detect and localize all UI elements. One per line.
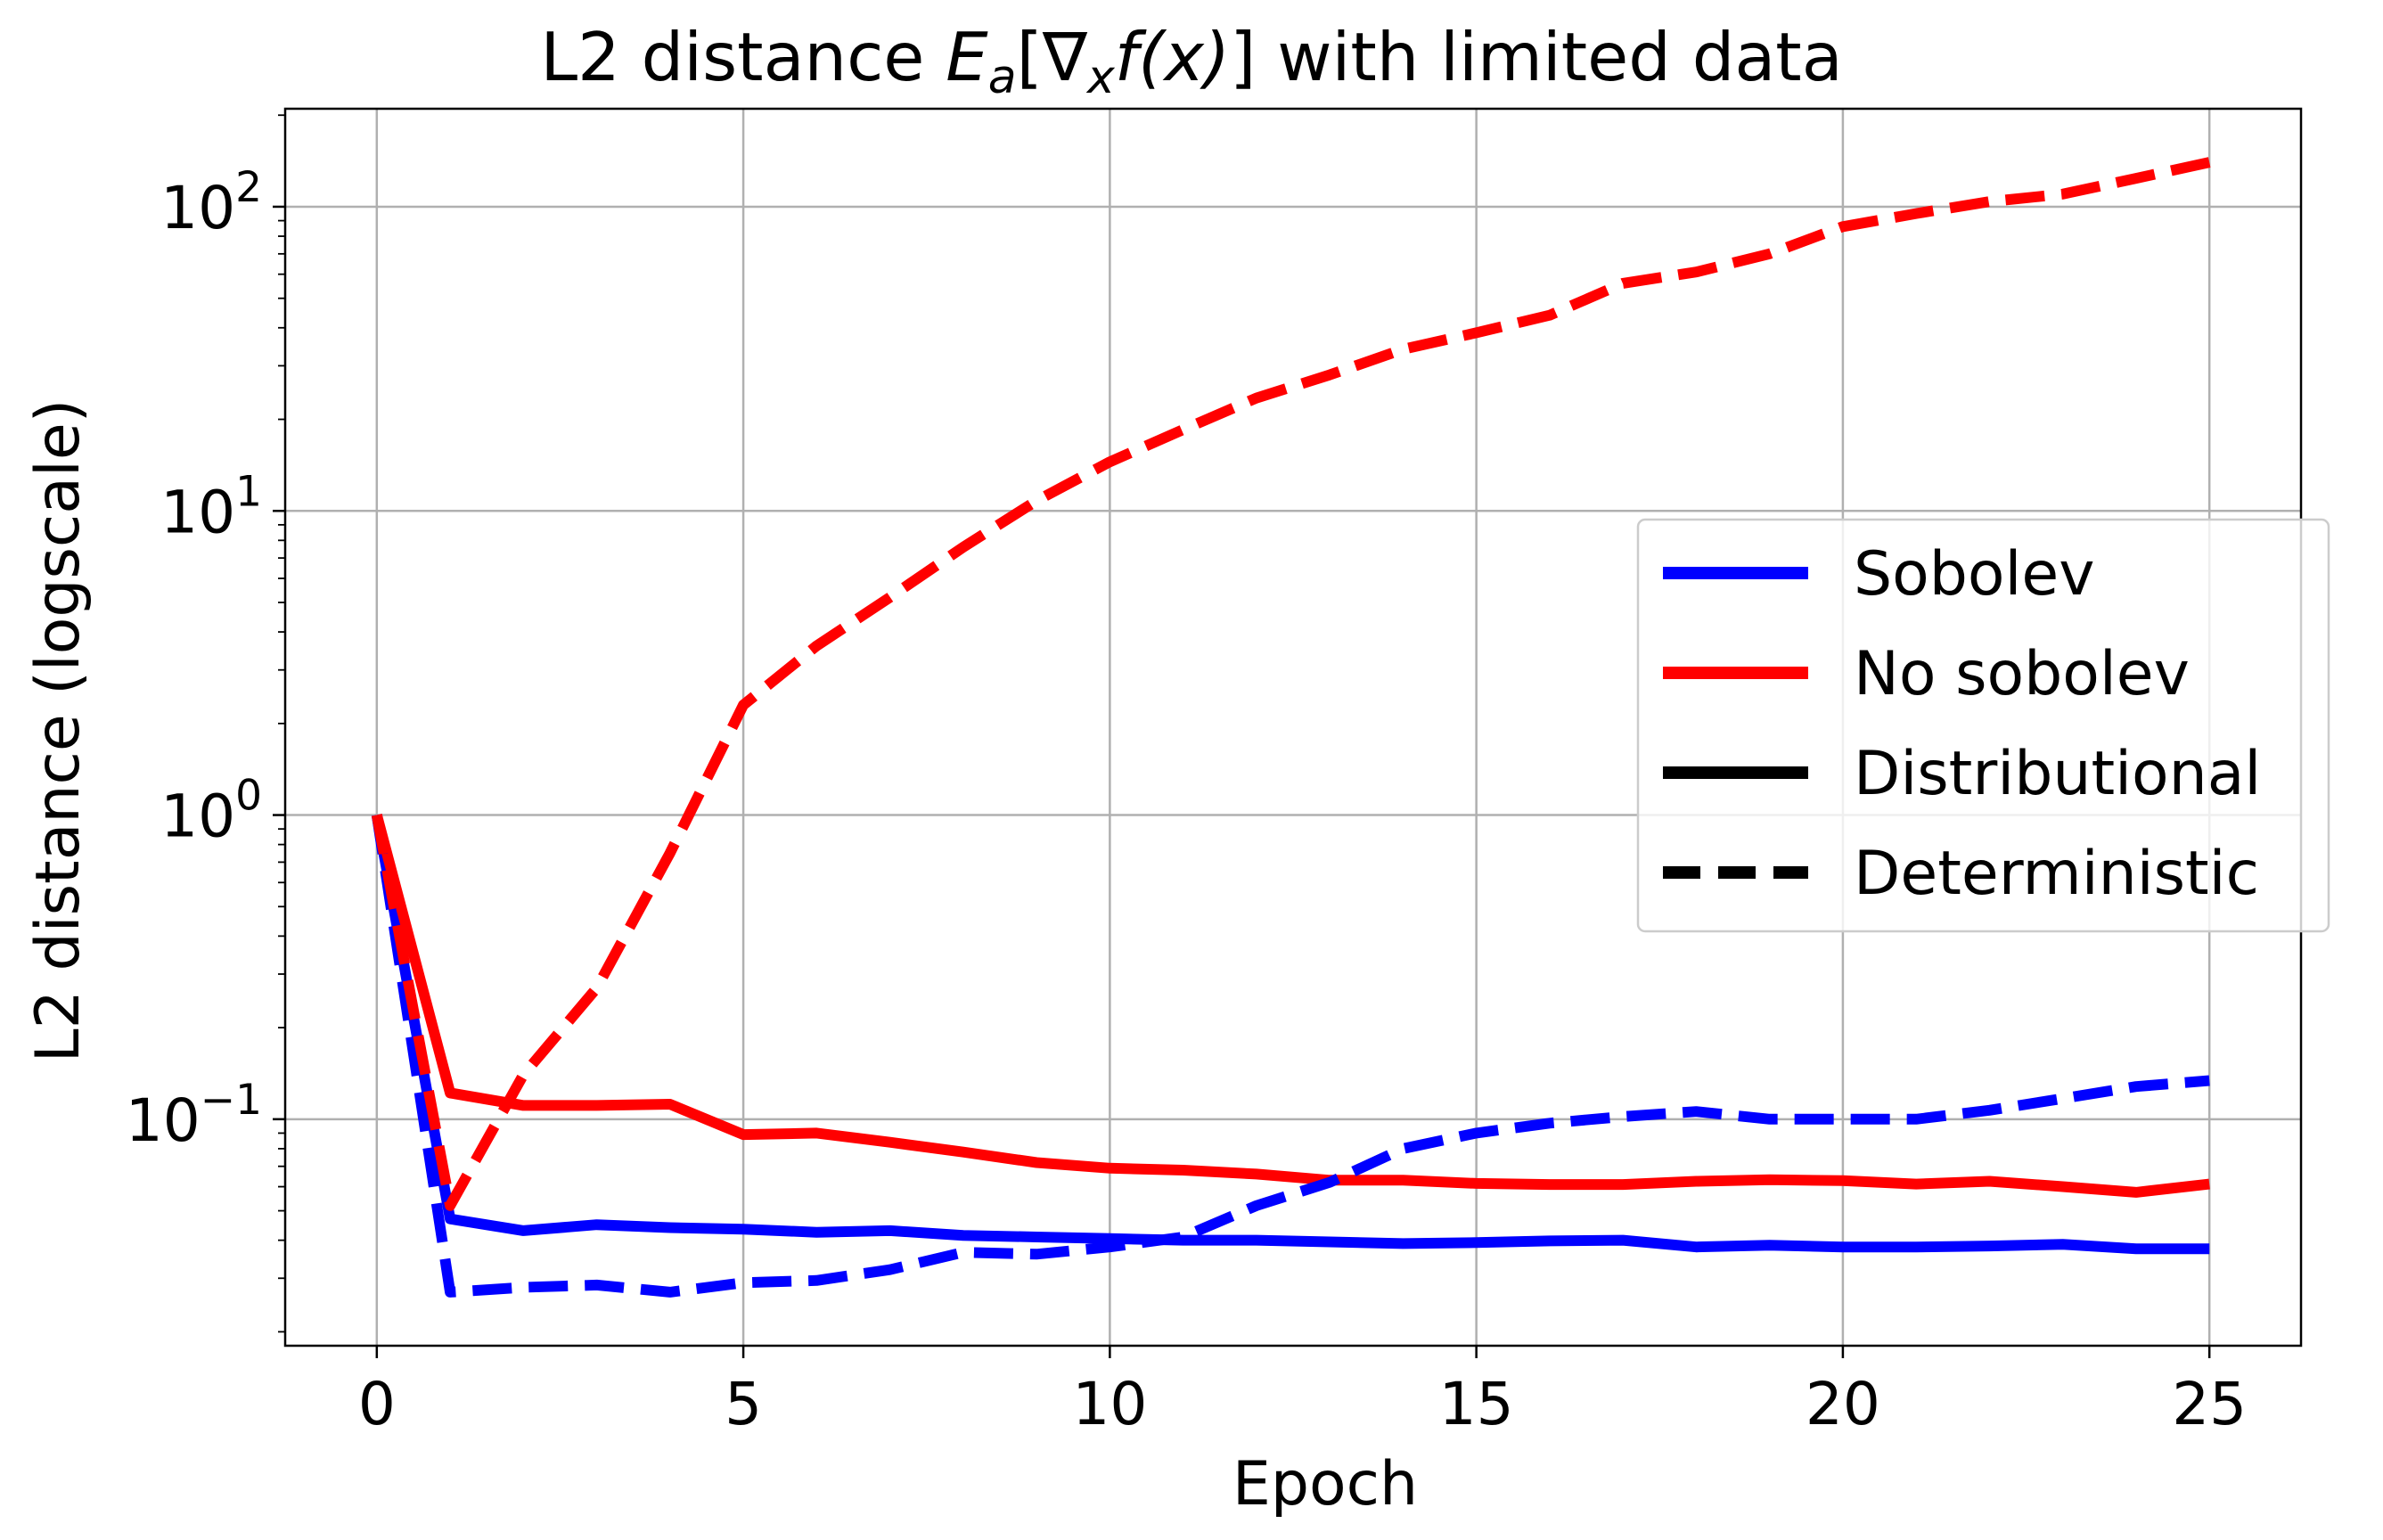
y-axis-label: L2 distance (logscale): [23, 399, 94, 1062]
x-tick-label-10: 10: [1072, 1370, 1147, 1438]
y-tick-label-exponent: 2: [235, 163, 262, 212]
y-tick-label-1e2: 102: [160, 163, 262, 242]
x-tick-label-5: 5: [725, 1370, 762, 1438]
y-tick-label-base: 10: [160, 478, 235, 546]
series-no-sobolev-deterministic: [371, 157, 2211, 1211]
title-math-e: E: [946, 18, 988, 96]
legend-label-deterministic: Deterministic: [1854, 839, 2259, 909]
y-tick-label-1e−1: 10−1: [126, 1076, 262, 1155]
x-tick-label-20: 20: [1806, 1370, 1880, 1438]
legend-label-sobolev: Sobolev: [1854, 539, 2095, 610]
legend-frame: [1636, 518, 2330, 933]
chart-title: L2 distance Ea[∇xf(x)] with limited data: [540, 18, 1842, 104]
legend-label-no-sobolev: No sobolev: [1854, 639, 2190, 709]
title-suffix: with limited data: [1256, 18, 1842, 96]
y-tick-label-exponent: 1: [235, 467, 262, 516]
title-prefix: L2 distance: [540, 18, 946, 96]
series-lines: [371, 157, 2211, 1298]
title-math-args: (x): [1138, 18, 1230, 96]
x-tick-label-0: 0: [358, 1370, 396, 1438]
series-sobolev-distributional: [371, 814, 2210, 1255]
y-tick-label-1e0: 100: [160, 772, 262, 851]
title-math-close: ]: [1230, 18, 1256, 96]
legend-label-distributional: Distributional: [1854, 739, 2261, 809]
x-axis-label: Epoch: [1232, 1449, 1418, 1520]
title-math-subscript-a: a: [988, 51, 1017, 104]
y-tick-label-exponent: 0: [235, 772, 262, 821]
y-tick-label-base: 10: [160, 174, 235, 242]
y-tick-label-base: 10: [160, 782, 235, 851]
x-tick-label-15: 15: [1439, 1370, 1514, 1438]
y-tick-label-1e1: 101: [160, 467, 262, 546]
x-tick-label-25: 25: [2172, 1370, 2247, 1438]
y-tick-label-base: 10: [126, 1086, 201, 1155]
title-math-nabla: [∇: [1017, 18, 1088, 96]
series-no-sobolev-distributional: [371, 813, 2210, 1198]
legend: Sobolev No sobolev Distributional Determ…: [1636, 518, 2330, 933]
y-tick-label-exponent: −1: [201, 1076, 262, 1125]
title-math-subscript-x: x: [1085, 51, 1116, 104]
